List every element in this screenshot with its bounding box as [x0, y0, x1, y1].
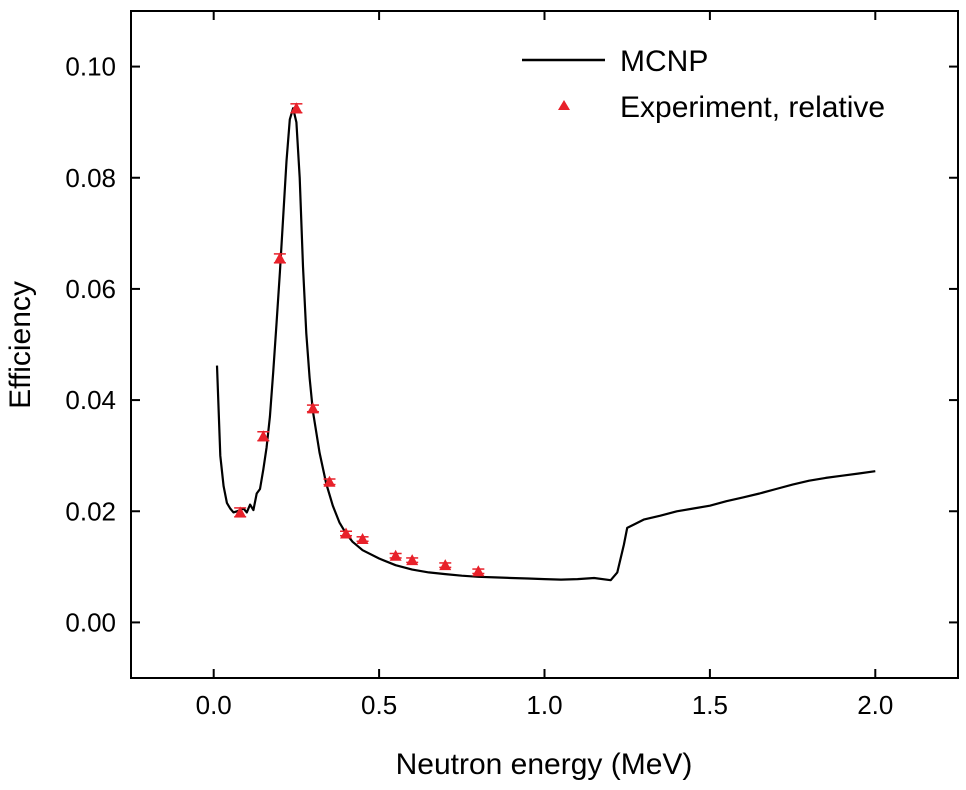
x-tick-label: 0.5: [361, 690, 397, 720]
experiment-point: [356, 533, 369, 545]
y-axis-label: Efficiency: [4, 281, 37, 409]
x-tick-label: 2.0: [857, 690, 893, 720]
x-tick-label: 1.5: [692, 690, 728, 720]
experiment-point: [472, 565, 485, 577]
experiment-point: [323, 475, 336, 487]
experiment-point: [273, 252, 286, 264]
legend-experiment-marker: [558, 100, 570, 110]
y-tick-label: 0.04: [65, 385, 116, 415]
experiment-point: [290, 102, 303, 114]
y-tick-label: 0.06: [65, 274, 116, 304]
legend: MCNP Experiment, relative: [522, 45, 885, 124]
experiment-point: [340, 527, 353, 539]
experiment-point: [257, 430, 270, 442]
x-tick-label: 1.0: [526, 690, 562, 720]
y-tick-label: 0.02: [65, 496, 116, 526]
legend-experiment-label: Experiment, relative: [620, 91, 885, 124]
experiment-point: [439, 559, 452, 571]
series-lines: [215, 107, 876, 582]
legend-mcnp-label: MCNP: [620, 45, 708, 78]
y-tick-label: 0.10: [65, 52, 116, 82]
experiment-point: [234, 506, 247, 518]
mcnp-series-line: [215, 107, 876, 582]
axis-ticks: 0.0 0.5 1.0 1.5 2.0 0.00 0.02 0.04 0.06 0.08 0.10: [65, 11, 958, 720]
x-tick-label: 0.0: [196, 690, 232, 720]
experiment-point: [406, 554, 419, 566]
x-axis-label: Neutron energy (MeV): [396, 748, 693, 781]
y-tick-label: 0.08: [65, 163, 116, 193]
series-points: [234, 102, 485, 577]
experiment-point: [306, 402, 319, 414]
experiment-point: [389, 549, 402, 561]
y-tick-label: 0.00: [65, 607, 116, 637]
